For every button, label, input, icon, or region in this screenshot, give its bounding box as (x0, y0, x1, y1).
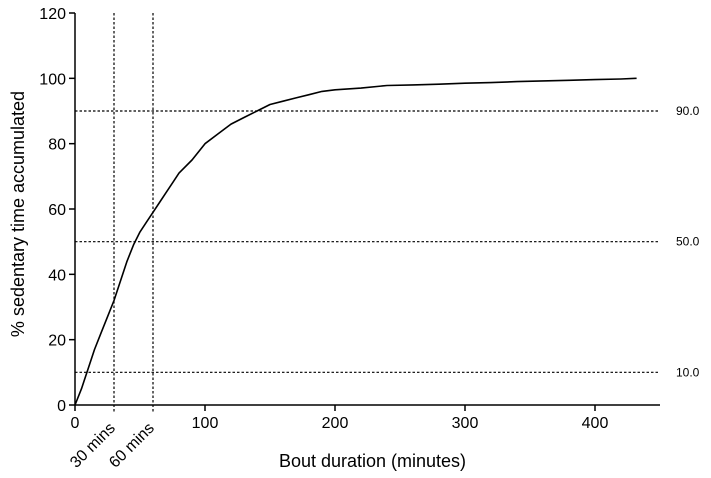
x-tick-label: 400 (582, 415, 609, 432)
y-tick-label: 60 (48, 202, 66, 219)
y-tick-label: 80 (48, 137, 66, 154)
y-tick-label: 40 (48, 267, 66, 284)
y-axis-title: % sedentary time accumulated (8, 91, 28, 337)
x-axis-title: Bout duration (minutes) (279, 451, 466, 471)
y-tick-label: 120 (39, 6, 66, 23)
reference-line-label: 90.0 (676, 104, 700, 118)
reference-line-label: 50.0 (676, 235, 700, 249)
x-tick-label: 200 (322, 415, 349, 432)
x-tick-label: 300 (452, 415, 479, 432)
y-tick-label: 100 (39, 71, 66, 88)
y-tick-label: 0 (57, 398, 66, 415)
y-tick-label: 20 (48, 333, 66, 350)
reference-line-label: 10.0 (676, 365, 700, 379)
series-line (74, 77, 637, 406)
x-tick-label: 100 (192, 415, 219, 432)
x-tick-label: 0 (71, 415, 80, 432)
